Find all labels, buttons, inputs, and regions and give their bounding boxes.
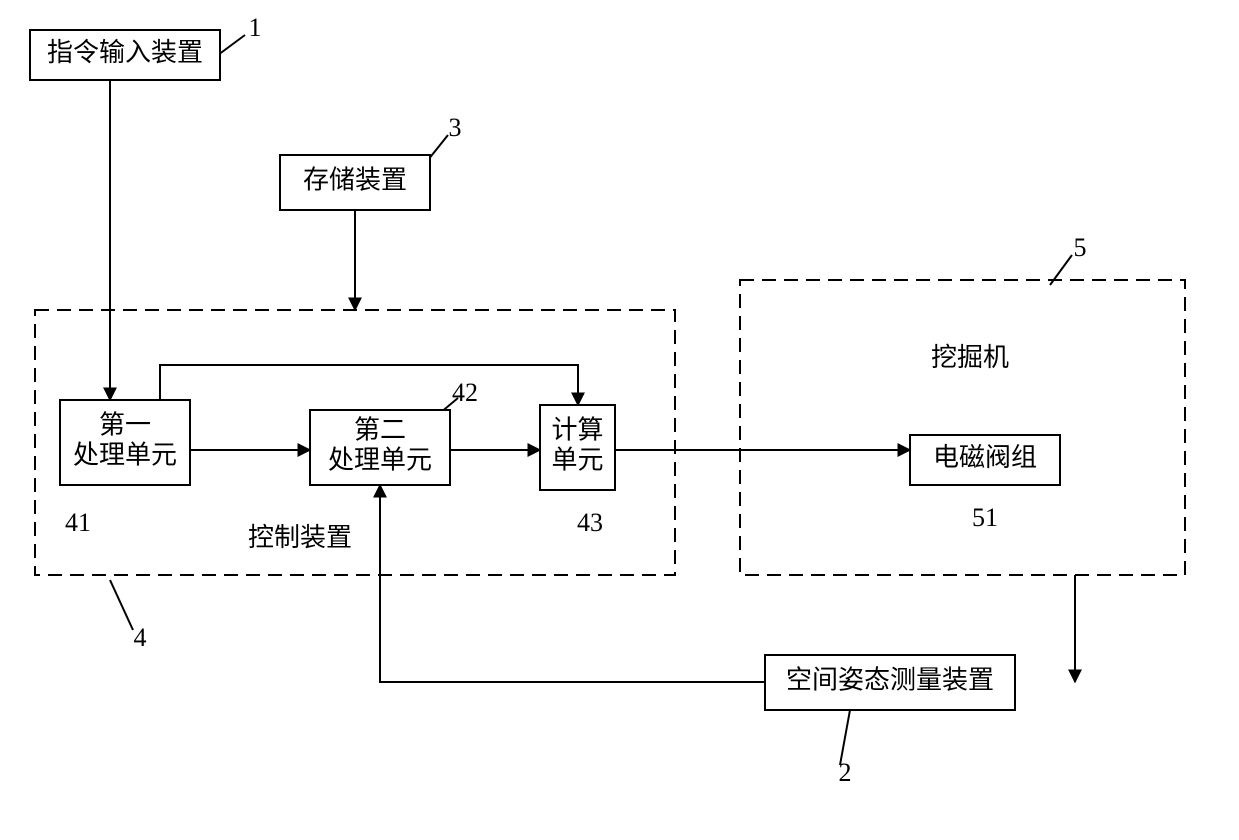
node-label-n2-l0: 空间姿态测量装置 [786, 665, 994, 694]
node-label-n41-l0: 第一 [99, 411, 151, 440]
container-c5 [740, 280, 1185, 575]
node-ref-n3: 3 [449, 113, 462, 142]
node-label-n41-l1: 处理单元 [73, 440, 177, 469]
leader-0 [218, 35, 245, 55]
node-label-n42-l0: 第二 [354, 416, 406, 445]
edge-e_41_43t [160, 365, 578, 405]
node-label-n1-l0: 指令输入装置 [47, 38, 203, 67]
node-label-n42-l1: 处理单元 [328, 445, 432, 474]
node-ref-n51: 51 [972, 503, 998, 532]
node-label-n51-l0: 电磁阀组 [933, 443, 1037, 472]
leader-5 [110, 580, 133, 630]
node-ref-n42: 42 [452, 378, 478, 407]
node-label-n43-l1: 单元 [551, 445, 603, 474]
node-ref-n43: 43 [577, 508, 603, 537]
container-ref-c4: 4 [134, 623, 147, 652]
container-title-c4: 控制装置 [248, 523, 352, 552]
container-ref-c5: 5 [1074, 233, 1087, 262]
leader-3 [840, 710, 850, 765]
edge-e_2_42 [380, 485, 765, 682]
container-title-c5: 挖掘机 [931, 343, 1009, 372]
node-label-n3-l0: 存储装置 [303, 165, 407, 194]
node-ref-n41: 41 [65, 508, 91, 537]
node-label-n43-l0: 计算 [551, 416, 603, 445]
node-ref-n2: 2 [839, 758, 852, 787]
node-ref-n1: 1 [249, 13, 262, 42]
